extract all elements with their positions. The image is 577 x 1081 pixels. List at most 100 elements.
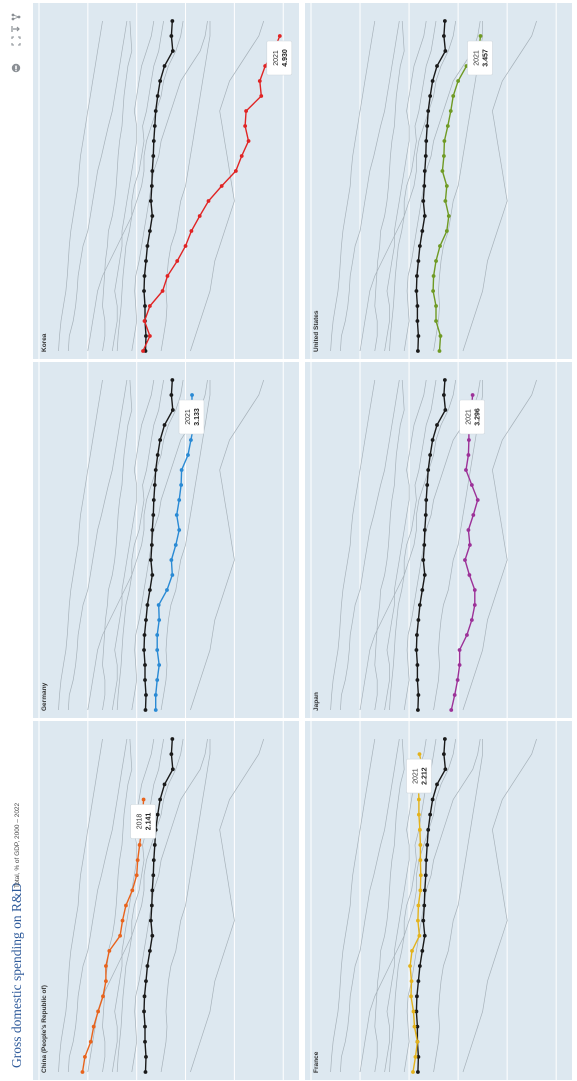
fullscreen-icon[interactable]: [11, 36, 21, 46]
panel-background: [33, 362, 299, 718]
reference-series-point: [430, 79, 435, 83]
country-series-point: [451, 94, 456, 98]
reference-series-point: [162, 64, 167, 68]
country-series-point: [434, 304, 438, 308]
value-label-value: 3.133: [194, 408, 201, 426]
background-series-line: [359, 379, 457, 711]
reference-series-point: [149, 903, 154, 908]
country-series-point: [416, 918, 420, 923]
value-label-value: 2.141: [146, 813, 153, 831]
background-series-line: [384, 20, 427, 352]
reference-series-point: [148, 918, 153, 923]
chart-header: Gross domestic spending on R&D Total, % …: [9, 802, 24, 1068]
background-series-line: [116, 20, 164, 352]
reference-series-point: [142, 633, 147, 637]
country-series-point: [467, 438, 471, 442]
background-series-line: [462, 379, 537, 711]
country-series-point: [179, 468, 184, 472]
reference-series-point: [150, 573, 155, 577]
reference-series-point: [151, 139, 156, 143]
background-series-line: [160, 380, 211, 711]
background-series-line: [374, 379, 405, 711]
country-series-point: [156, 603, 161, 607]
reference-series-point: [435, 782, 439, 787]
reference-series-point: [421, 558, 426, 562]
reference-series-point: [145, 244, 150, 248]
background-series-line: [433, 380, 483, 711]
country-series-point: [147, 304, 152, 308]
value-label-year: 2021: [185, 409, 192, 425]
reference-series-point: [170, 737, 175, 741]
reference-series-point: [441, 34, 446, 38]
reference-series-point: [422, 543, 427, 547]
reference-series-point: [142, 289, 146, 293]
reference-series-point: [443, 49, 448, 53]
value-label-year: 2021: [466, 409, 473, 425]
reference-series-point: [428, 94, 433, 98]
country-series-point: [155, 633, 160, 637]
country-series-point: [259, 94, 264, 98]
reference-series-point: [422, 169, 427, 173]
reference-series-point: [144, 334, 148, 338]
reference-series-point: [422, 933, 427, 938]
country-series-point: [137, 843, 142, 847]
reference-series-point: [143, 1024, 147, 1029]
info-stem: [15, 65, 17, 70]
reference-series-point: [143, 1070, 148, 1074]
reference-series-point: [423, 873, 428, 878]
background-series-line: [67, 738, 128, 1073]
background-series-line: [102, 738, 133, 1073]
reference-series-point: [424, 139, 429, 143]
background-series-line: [340, 379, 400, 711]
background-series-line: [389, 20, 437, 352]
reference-series-point: [430, 797, 435, 802]
country-series-point: [441, 154, 446, 158]
share-icon[interactable]: [11, 13, 21, 21]
reference-series-point: [147, 949, 152, 953]
country-series-point: [416, 812, 421, 817]
country-series-point: [219, 184, 224, 188]
country-series-point: [244, 109, 249, 113]
download-icon[interactable]: [11, 26, 20, 32]
country-series-point: [177, 498, 182, 502]
reference-series-point: [416, 693, 421, 697]
reference-series-point: [144, 1054, 148, 1059]
country-series-point: [243, 124, 248, 128]
reference-series-point: [155, 812, 160, 817]
country-series-point: [465, 633, 469, 637]
share-node: [11, 13, 15, 17]
reference-series-point: [145, 964, 150, 968]
reference-series-point: [144, 693, 148, 697]
country-series-point: [470, 393, 475, 397]
reference-series-point: [441, 752, 446, 757]
country-series-point: [418, 888, 423, 893]
background-series-line: [384, 379, 427, 711]
reference-series-point: [170, 408, 175, 412]
country-series-point: [142, 319, 147, 323]
reference-series-point: [170, 378, 175, 382]
country-series-point: [160, 289, 165, 293]
reference-series-point: [150, 214, 155, 218]
country-series-point: [183, 244, 188, 248]
reference-series-point: [416, 259, 421, 263]
country-series-point: [88, 1039, 93, 1044]
background-series-line: [160, 739, 211, 1073]
reference-series-point: [149, 184, 154, 188]
background-series-line: [111, 379, 155, 711]
country-series-point: [175, 259, 180, 263]
country-series-point: [434, 259, 438, 263]
country-series-point: [410, 949, 414, 953]
value-label: 2018 2.141: [130, 804, 156, 839]
country-series-point: [444, 184, 449, 188]
reference-series-point: [424, 858, 429, 862]
reference-series-point: [417, 603, 422, 607]
country-series-point: [478, 34, 483, 38]
value-label-year: 2021: [413, 768, 420, 784]
chart-title: Gross domestic spending on R&D: [9, 883, 24, 1068]
country-series-point: [452, 693, 457, 697]
info-icon[interactable]: [11, 63, 21, 73]
background-series-line: [87, 379, 184, 711]
country-series-point: [411, 1009, 416, 1014]
reference-series-point: [415, 994, 419, 999]
